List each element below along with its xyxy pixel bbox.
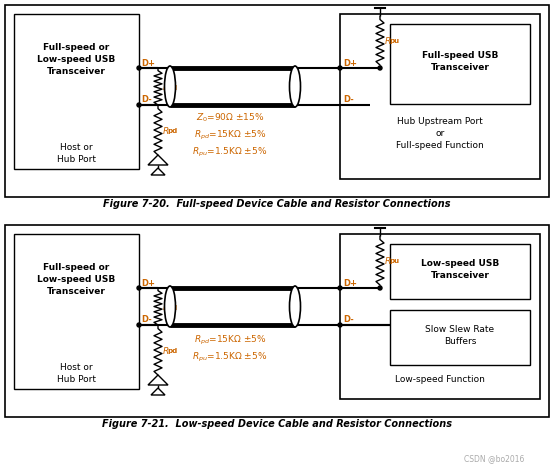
Text: Low-speed USB: Low-speed USB	[421, 260, 499, 269]
Text: $R_{pd}$=15KΩ ±5%: $R_{pd}$=15KΩ ±5%	[194, 333, 266, 347]
Text: Host or: Host or	[60, 363, 93, 373]
Bar	[5, 225, 549, 417]
Bar	[390, 244, 530, 299]
Text: $R$: $R$	[162, 125, 170, 135]
Text: $R$: $R$	[162, 301, 170, 312]
Text: D+: D+	[343, 278, 357, 288]
Text: Slow Slew Rate: Slow Slew Rate	[425, 325, 495, 334]
Text: Low-speed Function: Low-speed Function	[395, 375, 485, 384]
Text: Hub Port: Hub Port	[57, 155, 96, 163]
Ellipse shape	[290, 286, 300, 327]
Text: CSDN @bo2016: CSDN @bo2016	[464, 454, 524, 464]
Circle shape	[137, 103, 141, 107]
Text: D-: D-	[141, 95, 152, 105]
Text: Transceiver: Transceiver	[47, 68, 106, 77]
Text: $R$: $R$	[162, 81, 170, 92]
Bar	[14, 14, 139, 169]
Text: D+: D+	[141, 278, 155, 288]
Text: Buffers: Buffers	[444, 338, 476, 347]
Text: Transceiver: Transceiver	[47, 288, 106, 297]
Ellipse shape	[165, 286, 176, 327]
Text: or: or	[435, 129, 445, 139]
Text: D-: D-	[141, 316, 152, 325]
Ellipse shape	[290, 66, 300, 107]
Text: D-: D-	[343, 316, 354, 325]
Text: Low-speed USB: Low-speed USB	[37, 56, 116, 64]
Circle shape	[137, 66, 141, 70]
Text: pd: pd	[167, 348, 178, 354]
Text: $R_{pu}$=1.5KΩ ±5%: $R_{pu}$=1.5KΩ ±5%	[192, 145, 268, 159]
Text: $R$: $R$	[384, 255, 392, 266]
Text: Low-speed USB: Low-speed USB	[37, 276, 116, 284]
Circle shape	[338, 286, 342, 290]
Bar	[340, 234, 540, 399]
Text: Figure 7-20.  Full-speed Device Cable and Resistor Connections: Figure 7-20. Full-speed Device Cable and…	[103, 199, 451, 209]
Text: $R$: $R$	[162, 345, 170, 355]
Text: D-: D-	[343, 95, 354, 105]
Bar	[390, 310, 530, 365]
Text: $Z_0$=90Ω ±15%: $Z_0$=90Ω ±15%	[196, 112, 264, 124]
Text: pd: pd	[167, 85, 178, 91]
Text: Hub Upstream Port: Hub Upstream Port	[397, 118, 483, 127]
Text: $R_{pu}$=1.5KΩ ±5%: $R_{pu}$=1.5KΩ ±5%	[192, 350, 268, 363]
Circle shape	[338, 66, 342, 70]
Text: Figure 7-21.  Low-speed Device Cable and Resistor Connections: Figure 7-21. Low-speed Device Cable and …	[102, 419, 452, 429]
Circle shape	[378, 66, 382, 70]
Text: Hub Port: Hub Port	[57, 375, 96, 383]
Text: pd: pd	[167, 305, 178, 311]
Text: pu: pu	[389, 259, 399, 264]
Text: D+: D+	[343, 58, 357, 68]
Circle shape	[378, 286, 382, 290]
Text: Host or: Host or	[60, 143, 93, 153]
Text: Full-speed or: Full-speed or	[43, 43, 110, 52]
Text: pu: pu	[389, 38, 399, 44]
Text: Transceiver: Transceiver	[430, 63, 489, 71]
Bar	[340, 14, 540, 179]
Text: pd: pd	[167, 128, 178, 134]
Ellipse shape	[165, 66, 176, 107]
Bar	[14, 234, 139, 389]
Text: Full-speed USB: Full-speed USB	[422, 50, 498, 59]
Bar	[5, 5, 549, 197]
Text: Full-speed Function: Full-speed Function	[396, 142, 484, 150]
Text: $R$: $R$	[384, 35, 392, 45]
Circle shape	[338, 323, 342, 327]
Text: D+: D+	[141, 58, 155, 68]
Text: Full-speed or: Full-speed or	[43, 263, 110, 273]
Circle shape	[137, 286, 141, 290]
Bar	[390, 24, 530, 104]
Text: Transceiver: Transceiver	[430, 271, 489, 281]
Text: $R_{pd}$=15KΩ ±5%: $R_{pd}$=15KΩ ±5%	[194, 128, 266, 142]
Circle shape	[137, 323, 141, 327]
